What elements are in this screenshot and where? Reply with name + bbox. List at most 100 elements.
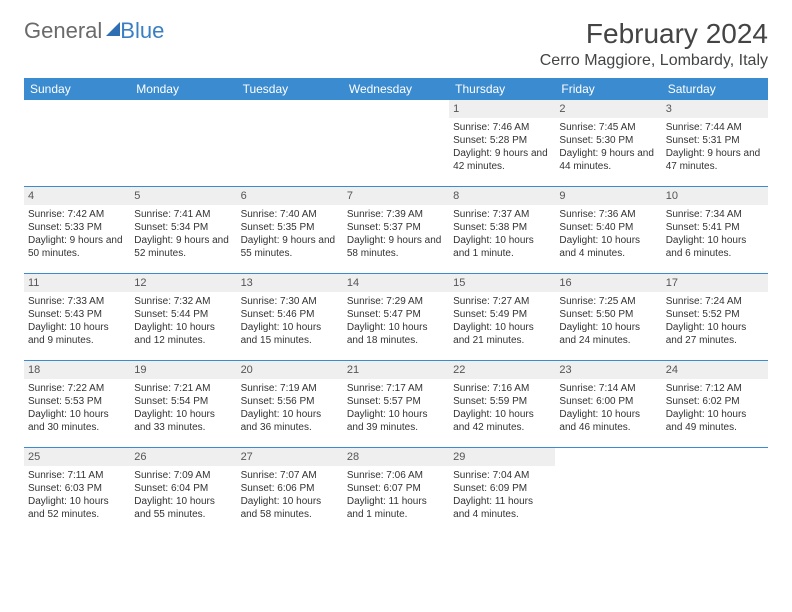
sunset-line: Sunset: 5:49 PM bbox=[453, 308, 551, 321]
day-number: 19 bbox=[130, 361, 236, 379]
sunrise-line: Sunrise: 7:46 AM bbox=[453, 121, 551, 134]
sunrise-line: Sunrise: 7:40 AM bbox=[241, 208, 339, 221]
sunset-line: Sunset: 5:34 PM bbox=[134, 221, 232, 234]
daylight-line: Daylight: 10 hours and 36 minutes. bbox=[241, 408, 339, 434]
day-cell: 8Sunrise: 7:37 AMSunset: 5:38 PMDaylight… bbox=[449, 187, 555, 273]
day-cell: 15Sunrise: 7:27 AMSunset: 5:49 PMDayligh… bbox=[449, 274, 555, 360]
day-number: 21 bbox=[343, 361, 449, 379]
day-number: 29 bbox=[449, 448, 555, 466]
sunset-line: Sunset: 5:46 PM bbox=[241, 308, 339, 321]
sunset-line: Sunset: 5:31 PM bbox=[666, 134, 764, 147]
daylight-line: Daylight: 10 hours and 21 minutes. bbox=[453, 321, 551, 347]
dow-tuesday: Tuesday bbox=[237, 78, 343, 100]
sunset-line: Sunset: 5:41 PM bbox=[666, 221, 764, 234]
day-number: 5 bbox=[130, 187, 236, 205]
daylight-line: Daylight: 10 hours and 39 minutes. bbox=[347, 408, 445, 434]
day-cell: 11Sunrise: 7:33 AMSunset: 5:43 PMDayligh… bbox=[24, 274, 130, 360]
dow-thursday: Thursday bbox=[449, 78, 555, 100]
logo: General Blue bbox=[24, 18, 164, 44]
sunrise-line: Sunrise: 7:14 AM bbox=[559, 382, 657, 395]
sunrise-line: Sunrise: 7:30 AM bbox=[241, 295, 339, 308]
day-number: 26 bbox=[130, 448, 236, 466]
day-cell: 14Sunrise: 7:29 AMSunset: 5:47 PMDayligh… bbox=[343, 274, 449, 360]
daylight-line: Daylight: 10 hours and 18 minutes. bbox=[347, 321, 445, 347]
empty-cell bbox=[24, 100, 130, 186]
daylight-line: Daylight: 10 hours and 1 minute. bbox=[453, 234, 551, 260]
day-number: 7 bbox=[343, 187, 449, 205]
daylight-line: Daylight: 9 hours and 50 minutes. bbox=[28, 234, 126, 260]
sunset-line: Sunset: 5:30 PM bbox=[559, 134, 657, 147]
day-number: 13 bbox=[237, 274, 343, 292]
day-of-week-header: Sunday Monday Tuesday Wednesday Thursday… bbox=[24, 78, 768, 100]
day-cell: 12Sunrise: 7:32 AMSunset: 5:44 PMDayligh… bbox=[130, 274, 236, 360]
day-number: 18 bbox=[24, 361, 130, 379]
daylight-line: Daylight: 10 hours and 52 minutes. bbox=[28, 495, 126, 521]
calendar-week: 1Sunrise: 7:46 AMSunset: 5:28 PMDaylight… bbox=[24, 100, 768, 187]
day-cell: 26Sunrise: 7:09 AMSunset: 6:04 PMDayligh… bbox=[130, 448, 236, 534]
header: General Blue February 2024 Cerro Maggior… bbox=[24, 18, 768, 70]
sunrise-line: Sunrise: 7:16 AM bbox=[453, 382, 551, 395]
daylight-line: Daylight: 10 hours and 12 minutes. bbox=[134, 321, 232, 347]
sunrise-line: Sunrise: 7:24 AM bbox=[666, 295, 764, 308]
daylight-line: Daylight: 10 hours and 30 minutes. bbox=[28, 408, 126, 434]
sunrise-line: Sunrise: 7:32 AM bbox=[134, 295, 232, 308]
calendar-week: 11Sunrise: 7:33 AMSunset: 5:43 PMDayligh… bbox=[24, 274, 768, 361]
day-cell: 2Sunrise: 7:45 AMSunset: 5:30 PMDaylight… bbox=[555, 100, 661, 186]
empty-cell bbox=[237, 100, 343, 186]
sunrise-line: Sunrise: 7:25 AM bbox=[559, 295, 657, 308]
logo-triangle-icon bbox=[106, 22, 120, 36]
sunrise-line: Sunrise: 7:12 AM bbox=[666, 382, 764, 395]
day-cell: 19Sunrise: 7:21 AMSunset: 5:54 PMDayligh… bbox=[130, 361, 236, 447]
day-number: 23 bbox=[555, 361, 661, 379]
empty-cell bbox=[555, 448, 661, 534]
sunset-line: Sunset: 5:53 PM bbox=[28, 395, 126, 408]
daylight-line: Daylight: 10 hours and 55 minutes. bbox=[134, 495, 232, 521]
dow-wednesday: Wednesday bbox=[343, 78, 449, 100]
sunset-line: Sunset: 5:37 PM bbox=[347, 221, 445, 234]
sunset-line: Sunset: 5:43 PM bbox=[28, 308, 126, 321]
logo-text-1: General bbox=[24, 18, 102, 44]
dow-friday: Friday bbox=[555, 78, 661, 100]
day-number: 8 bbox=[449, 187, 555, 205]
day-number: 2 bbox=[555, 100, 661, 118]
sunset-line: Sunset: 6:06 PM bbox=[241, 482, 339, 495]
day-cell: 9Sunrise: 7:36 AMSunset: 5:40 PMDaylight… bbox=[555, 187, 661, 273]
dow-sunday: Sunday bbox=[24, 78, 130, 100]
sunrise-line: Sunrise: 7:19 AM bbox=[241, 382, 339, 395]
day-cell: 13Sunrise: 7:30 AMSunset: 5:46 PMDayligh… bbox=[237, 274, 343, 360]
day-number: 25 bbox=[24, 448, 130, 466]
day-number: 10 bbox=[662, 187, 768, 205]
daylight-line: Daylight: 10 hours and 4 minutes. bbox=[559, 234, 657, 260]
dow-saturday: Saturday bbox=[662, 78, 768, 100]
sunrise-line: Sunrise: 7:07 AM bbox=[241, 469, 339, 482]
sunset-line: Sunset: 5:28 PM bbox=[453, 134, 551, 147]
empty-cell bbox=[343, 100, 449, 186]
day-cell: 28Sunrise: 7:06 AMSunset: 6:07 PMDayligh… bbox=[343, 448, 449, 534]
sunrise-line: Sunrise: 7:04 AM bbox=[453, 469, 551, 482]
day-number: 9 bbox=[555, 187, 661, 205]
logo-text-2: Blue bbox=[120, 18, 164, 44]
sunrise-line: Sunrise: 7:11 AM bbox=[28, 469, 126, 482]
day-number: 24 bbox=[662, 361, 768, 379]
day-cell: 27Sunrise: 7:07 AMSunset: 6:06 PMDayligh… bbox=[237, 448, 343, 534]
day-number: 27 bbox=[237, 448, 343, 466]
sunset-line: Sunset: 5:40 PM bbox=[559, 221, 657, 234]
sunrise-line: Sunrise: 7:45 AM bbox=[559, 121, 657, 134]
day-cell: 18Sunrise: 7:22 AMSunset: 5:53 PMDayligh… bbox=[24, 361, 130, 447]
day-cell: 29Sunrise: 7:04 AMSunset: 6:09 PMDayligh… bbox=[449, 448, 555, 534]
sunset-line: Sunset: 6:02 PM bbox=[666, 395, 764, 408]
sunrise-line: Sunrise: 7:41 AM bbox=[134, 208, 232, 221]
calendar-week: 18Sunrise: 7:22 AMSunset: 5:53 PMDayligh… bbox=[24, 361, 768, 448]
day-number: 15 bbox=[449, 274, 555, 292]
sunset-line: Sunset: 6:09 PM bbox=[453, 482, 551, 495]
day-cell: 4Sunrise: 7:42 AMSunset: 5:33 PMDaylight… bbox=[24, 187, 130, 273]
daylight-line: Daylight: 9 hours and 52 minutes. bbox=[134, 234, 232, 260]
daylight-line: Daylight: 10 hours and 46 minutes. bbox=[559, 408, 657, 434]
sunset-line: Sunset: 5:38 PM bbox=[453, 221, 551, 234]
month-title: February 2024 bbox=[540, 18, 768, 50]
day-cell: 17Sunrise: 7:24 AMSunset: 5:52 PMDayligh… bbox=[662, 274, 768, 360]
daylight-line: Daylight: 10 hours and 42 minutes. bbox=[453, 408, 551, 434]
day-number: 6 bbox=[237, 187, 343, 205]
sunset-line: Sunset: 5:59 PM bbox=[453, 395, 551, 408]
sunset-line: Sunset: 6:03 PM bbox=[28, 482, 126, 495]
